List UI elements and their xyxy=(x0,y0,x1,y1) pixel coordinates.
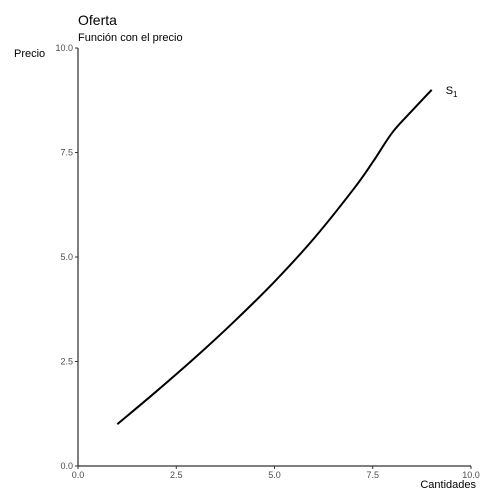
x-tick-label: 2.5 xyxy=(170,470,183,480)
chart-subtitle: Función con el precio xyxy=(78,32,183,44)
series-label-main: S xyxy=(446,85,453,97)
series-layer: S1 xyxy=(116,85,458,425)
y-tick-label: 2.5 xyxy=(60,357,73,367)
y-tick-label: 7.5 xyxy=(60,148,73,158)
supply-curve-s1 xyxy=(116,89,433,425)
y-axis-title: Precio xyxy=(14,48,45,60)
x-tick-label: 0.0 xyxy=(72,470,85,480)
y-tick-label: 0.0 xyxy=(60,461,73,471)
x-axis: 0.0 2.5 5.0 7.5 10.0 xyxy=(72,465,480,480)
chart-title: Oferta xyxy=(78,12,117,28)
series-label-subscript: 1 xyxy=(453,90,458,99)
y-axis: 0.0 2.5 5.0 7.5 10.0 xyxy=(55,43,79,471)
x-tick-label: 10.0 xyxy=(462,470,480,480)
x-tick-label: 5.0 xyxy=(268,470,281,480)
y-tick-label: 5.0 xyxy=(60,252,73,262)
series-label-s1: S1 xyxy=(446,85,458,99)
y-tick-label: 10.0 xyxy=(55,43,73,53)
x-axis-title: Cantidades xyxy=(420,479,476,491)
x-tick-label: 7.5 xyxy=(366,470,379,480)
